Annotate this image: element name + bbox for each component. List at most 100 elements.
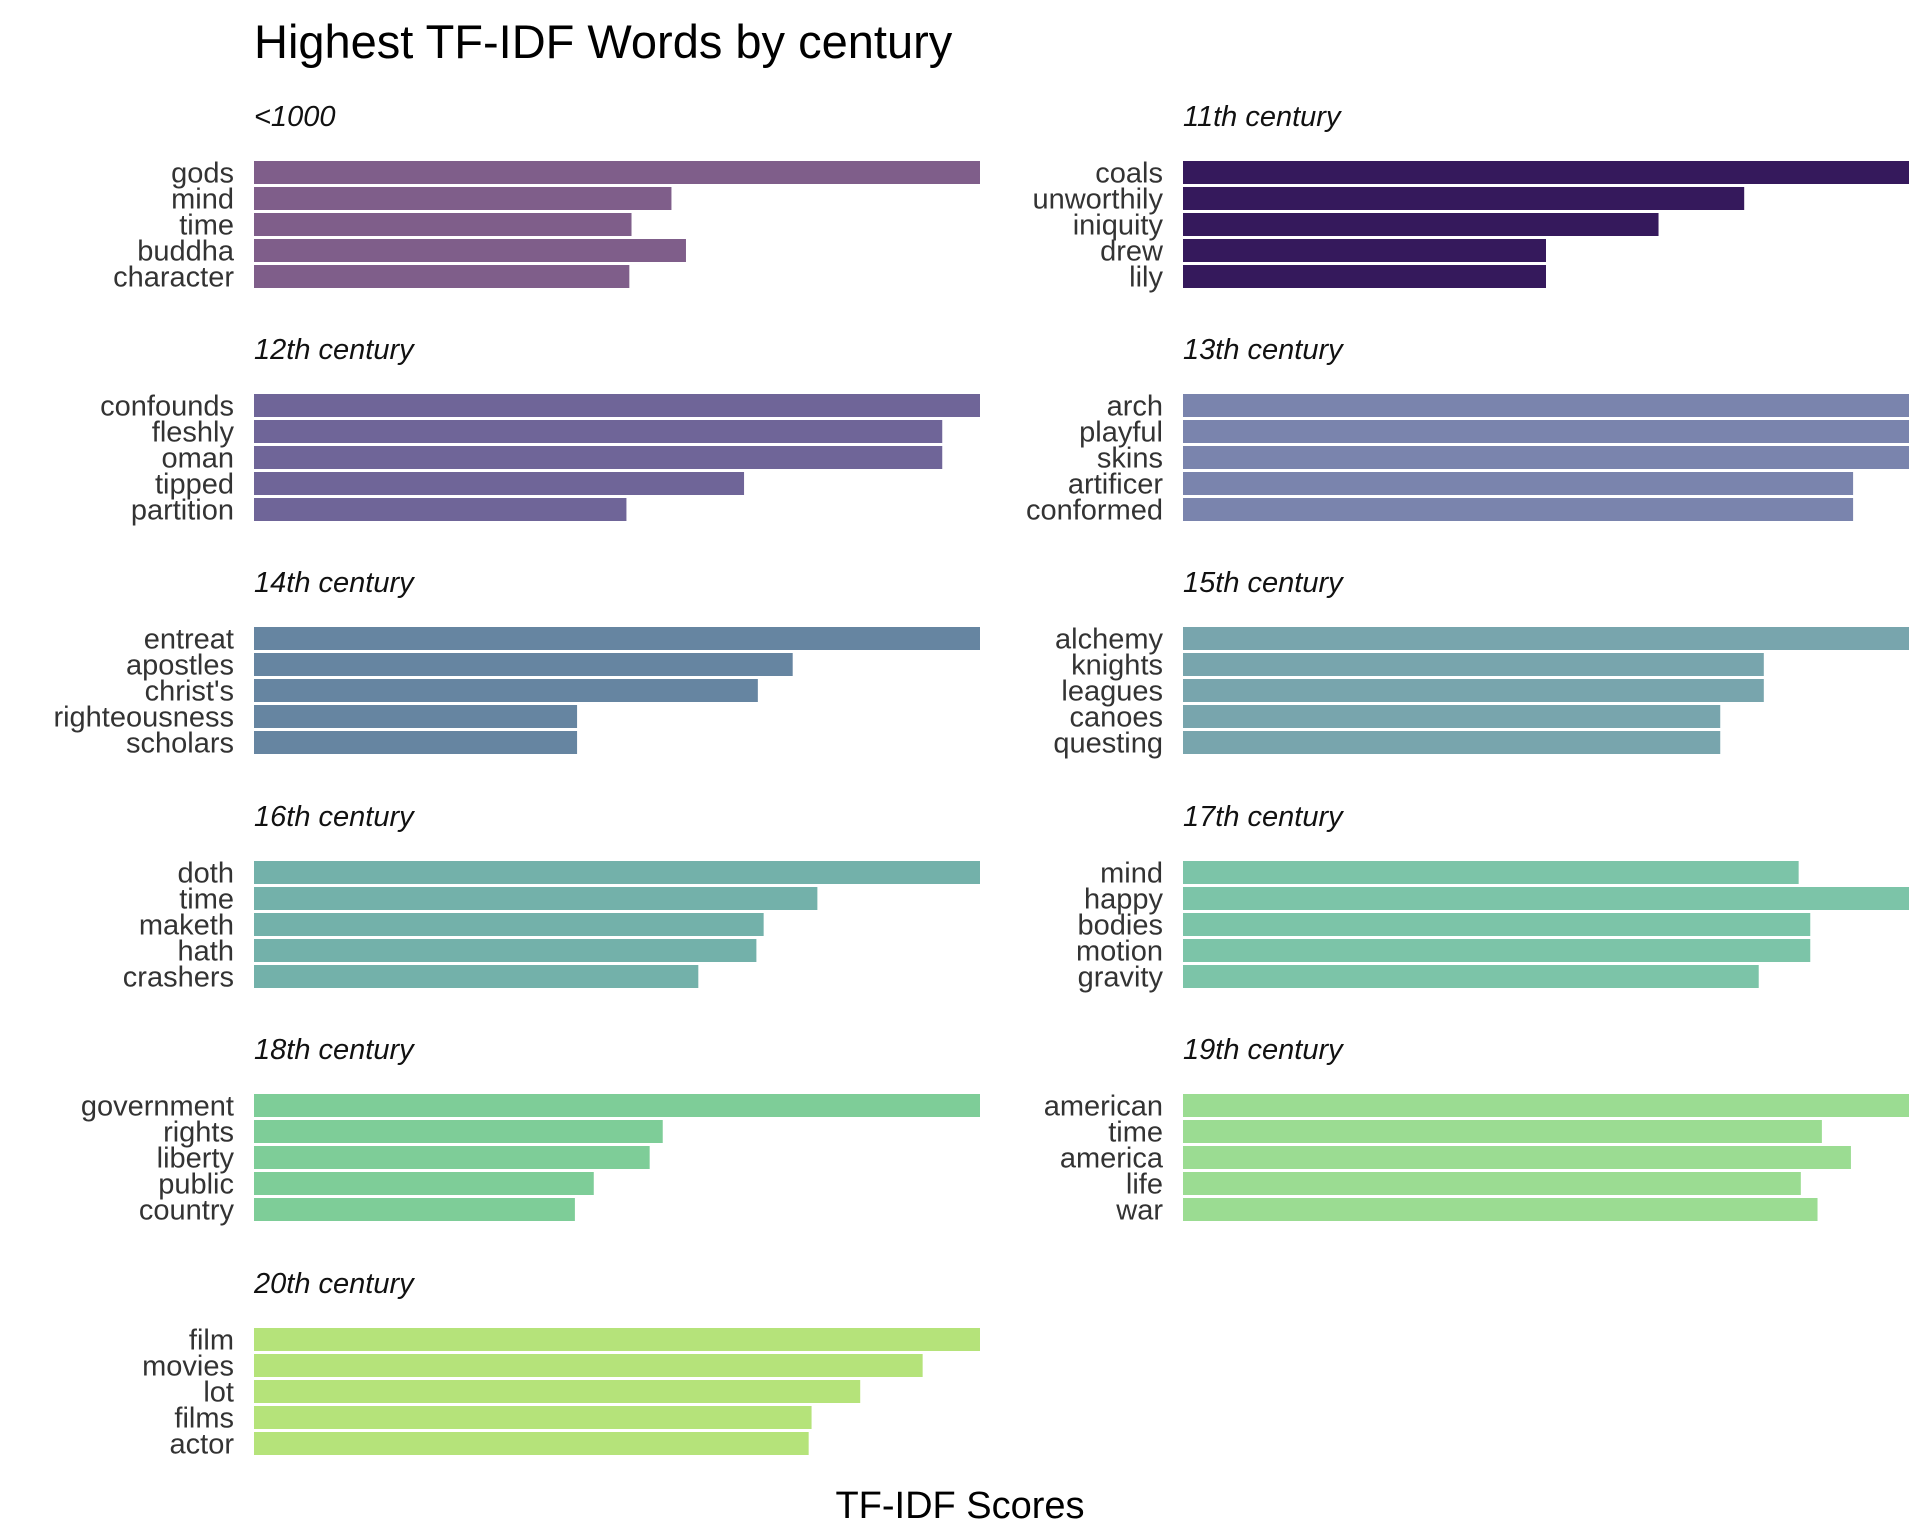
word-label: partition — [131, 495, 234, 527]
bar — [254, 939, 757, 962]
bar — [1183, 1172, 1801, 1195]
bar — [254, 731, 578, 754]
word-label: buddha — [137, 236, 235, 268]
bar — [254, 265, 630, 288]
bar — [254, 1094, 980, 1117]
word-label: lot — [203, 1377, 234, 1409]
word-label: happy — [1084, 884, 1164, 916]
bar — [1183, 913, 1811, 936]
bar — [254, 239, 686, 262]
bar — [254, 653, 793, 676]
word-label: gravity — [1078, 962, 1164, 994]
bar — [1183, 705, 1721, 728]
facet-panel: 18th century governmentrightslibertypubli… — [81, 1034, 980, 1227]
word-label: arch — [1107, 391, 1163, 423]
bar — [254, 965, 699, 988]
bar — [1183, 627, 1909, 650]
word-label: country — [139, 1195, 235, 1227]
bar — [254, 213, 632, 236]
bar — [1183, 472, 1854, 495]
bar — [1183, 239, 1546, 262]
bar — [1183, 965, 1759, 988]
word-label: conformed — [1026, 495, 1163, 527]
bar — [254, 679, 758, 702]
word-label: movies — [142, 1351, 234, 1383]
bar — [1183, 861, 1799, 884]
facet-title: 13th century — [1183, 334, 1344, 366]
bar — [1183, 1120, 1822, 1143]
facet-title: 19th century — [1183, 1034, 1344, 1066]
word-label: maketh — [139, 910, 234, 942]
word-label: alchemy — [1055, 624, 1163, 656]
bar — [1183, 213, 1659, 236]
bar — [254, 913, 764, 936]
word-label: entreat — [144, 624, 234, 656]
facet-title: 17th century — [1183, 801, 1344, 833]
bar — [1183, 1146, 1851, 1169]
word-label: lily — [1129, 262, 1163, 294]
bar — [254, 1432, 809, 1455]
word-label: time — [179, 210, 234, 242]
chart-title: Highest TF-IDF Words by century — [254, 15, 953, 68]
facet-title: 15th century — [1183, 567, 1344, 599]
facet-panel: 12th century confoundsfleshlyomantippedpa… — [100, 334, 980, 527]
word-label: oman — [161, 443, 234, 475]
facet-title: 16th century — [254, 801, 415, 833]
bar — [254, 705, 578, 728]
word-label: unworthily — [1032, 184, 1163, 216]
bar — [254, 187, 672, 210]
bar — [1183, 446, 1909, 469]
facet-panel: 15th century alchemyknightsleaguescanoesq… — [1053, 567, 1909, 760]
word-label: iniquity — [1073, 210, 1164, 242]
bar — [1183, 420, 1909, 443]
word-label: righteousness — [53, 702, 234, 734]
word-label: coals — [1095, 158, 1163, 190]
bar — [1183, 887, 1909, 910]
bar — [254, 1380, 861, 1403]
word-label: american — [1044, 1091, 1163, 1123]
facet-panel: 11th century coalsunworthilyiniquitydrewl… — [1032, 101, 1909, 294]
word-label: public — [158, 1169, 234, 1201]
word-label: character — [113, 262, 234, 294]
word-label: liberty — [157, 1143, 235, 1175]
bar — [1183, 161, 1909, 184]
bar — [1183, 1094, 1909, 1117]
word-label: america — [1060, 1143, 1164, 1175]
word-label: drew — [1100, 236, 1164, 268]
x-axis-label: TF-IDF Scores — [835, 1485, 1085, 1527]
word-label: artificer — [1068, 469, 1163, 501]
word-label: knights — [1071, 650, 1163, 682]
bar — [254, 1198, 575, 1221]
word-label: christ's — [145, 676, 234, 708]
bar — [1183, 498, 1854, 521]
facet-title: 18th century — [254, 1034, 415, 1066]
word-label: hath — [178, 936, 234, 968]
bar — [254, 1146, 650, 1169]
word-label: fleshly — [152, 417, 235, 449]
word-label: films — [174, 1403, 234, 1435]
bar — [254, 420, 943, 443]
bar — [254, 1120, 663, 1143]
facet-title: 20th century — [253, 1268, 415, 1300]
word-label: war — [1115, 1195, 1163, 1227]
bar — [254, 472, 745, 495]
bar — [254, 1328, 980, 1351]
word-label: apostles — [126, 650, 234, 682]
facet-panel: 13th century archplayfulskinsartificercon… — [1026, 334, 1909, 527]
word-label: questing — [1053, 728, 1163, 760]
word-label: rights — [163, 1117, 234, 1149]
bar — [254, 498, 627, 521]
word-label: bodies — [1078, 910, 1163, 942]
bar — [1183, 653, 1764, 676]
bar — [1183, 731, 1721, 754]
word-label: tipped — [155, 469, 234, 501]
word-label: confounds — [100, 391, 234, 423]
facet-title: <1000 — [254, 101, 335, 133]
word-label: leagues — [1061, 676, 1163, 708]
word-label: life — [1126, 1169, 1163, 1201]
